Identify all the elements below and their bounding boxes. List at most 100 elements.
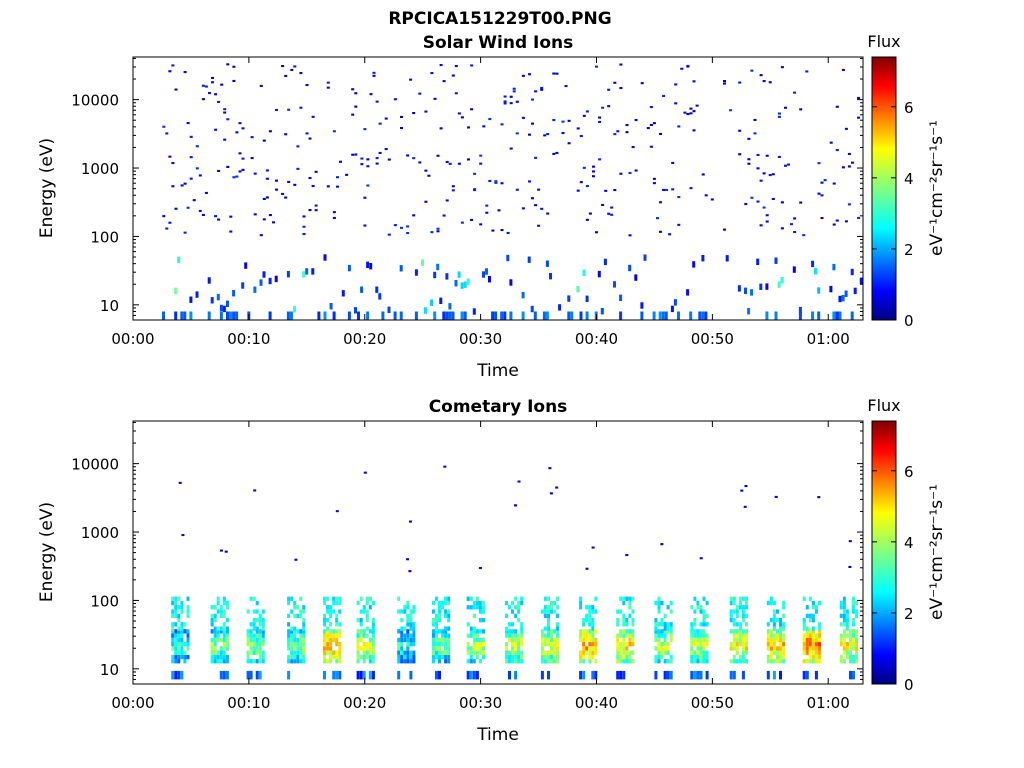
flux-cell: [616, 646, 620, 651]
flux-cell: [832, 311, 836, 320]
flux-cell: [696, 605, 700, 610]
flux-cell: [772, 650, 776, 655]
flux-cell: [412, 622, 416, 627]
flux-cell: [842, 650, 846, 655]
flux-cell: [508, 670, 511, 680]
flux-cell: [444, 596, 448, 601]
flux-cell: [582, 618, 586, 623]
flux-cell: [591, 629, 595, 634]
flux-cell: [527, 256, 531, 263]
flux-cell: [693, 622, 697, 627]
flux-cell: [811, 600, 815, 606]
flux-cell: [356, 637, 360, 643]
flux-cell: [433, 271, 437, 279]
flux-cell: [287, 180, 291, 183]
flux-cell: [302, 225, 306, 228]
flux-cell: [189, 177, 193, 180]
flux-cell: [704, 194, 708, 197]
flux-cell: [171, 613, 175, 618]
y-axis-label: Energy (eV): [37, 138, 57, 238]
flux-cell: [553, 600, 557, 606]
flux-cell: [547, 618, 550, 623]
flux-cell: [745, 659, 748, 664]
flux-cell: [443, 465, 447, 468]
flux-cell: [466, 659, 470, 664]
flux-cell: [258, 646, 262, 651]
flux-cell: [567, 119, 571, 122]
flux-cell: [852, 659, 855, 664]
flux-cell: [738, 629, 742, 634]
flux-cell: [472, 626, 476, 631]
flux-cell: [326, 618, 330, 623]
flux-cell: [296, 613, 300, 618]
flux-cell: [511, 633, 514, 638]
flux-cell: [774, 257, 778, 264]
flux-cell: [842, 629, 846, 634]
flux-cell: [329, 622, 333, 627]
flux-cell: [469, 654, 473, 660]
flux-cell: [547, 633, 550, 638]
flux-cell: [823, 179, 827, 182]
flux-cell: [339, 160, 342, 163]
flux-cell: [335, 654, 339, 660]
flux-cell: [625, 659, 629, 664]
flux-cell: [508, 659, 511, 664]
flux-cell: [246, 670, 250, 680]
flux-cell: [776, 650, 779, 655]
flux-cell: [186, 206, 190, 209]
flux-cell: [409, 659, 413, 664]
flux-cell: [238, 170, 242, 173]
flux-cell: [805, 637, 809, 643]
flux-cell: [365, 650, 369, 655]
flux-cell: [314, 204, 318, 207]
flux-cell: [409, 642, 413, 647]
flux-cell: [702, 633, 706, 638]
flux-cell: [216, 659, 220, 664]
flux-cell: [622, 670, 626, 680]
flux-cell: [463, 311, 467, 320]
flux-cell: [531, 197, 534, 200]
flux-cell: [657, 646, 661, 651]
flux-cell: [186, 609, 190, 614]
flux-cell: [855, 659, 859, 664]
flux-cell: [802, 234, 806, 237]
flux-cell: [729, 642, 733, 647]
flux-cell: [466, 622, 470, 627]
flux-cell: [335, 637, 339, 643]
flux-cell: [692, 129, 696, 132]
flux-cell: [747, 308, 751, 315]
flux-cell: [543, 134, 547, 137]
flux-cell: [258, 659, 262, 664]
flux-cell: [738, 622, 742, 627]
flux-cell: [302, 646, 306, 651]
flux-cell: [792, 266, 796, 273]
flux-cell: [552, 72, 556, 75]
flux-cell: [556, 605, 560, 610]
flux-cell: [782, 646, 786, 651]
flux-cell: [657, 605, 661, 610]
flux-cell: [782, 633, 786, 638]
flux-cell: [442, 80, 446, 83]
flux-cell: [745, 596, 748, 601]
flux-cell: [540, 646, 544, 651]
flux-cell: [663, 642, 667, 647]
flux-cell: [444, 642, 448, 647]
flux-cell: [520, 659, 524, 664]
flux-cell: [622, 637, 626, 643]
flux-cell: [660, 646, 664, 651]
flux-cell: [213, 654, 217, 660]
flux-cell: [505, 613, 508, 618]
flux-cell: [702, 659, 706, 664]
flux-cell: [447, 600, 451, 606]
flux-cell: [204, 191, 208, 194]
flux-cell: [762, 206, 766, 209]
flux-cell: [281, 65, 285, 68]
flux-cell: [772, 633, 776, 638]
flux-cell: [302, 233, 306, 236]
flux-cell: [354, 153, 358, 156]
flux-cell: [246, 629, 250, 634]
flux-cell: [258, 622, 262, 627]
flux-cell: [441, 650, 445, 655]
flux-cell: [397, 670, 401, 680]
flux-cell: [329, 609, 333, 614]
